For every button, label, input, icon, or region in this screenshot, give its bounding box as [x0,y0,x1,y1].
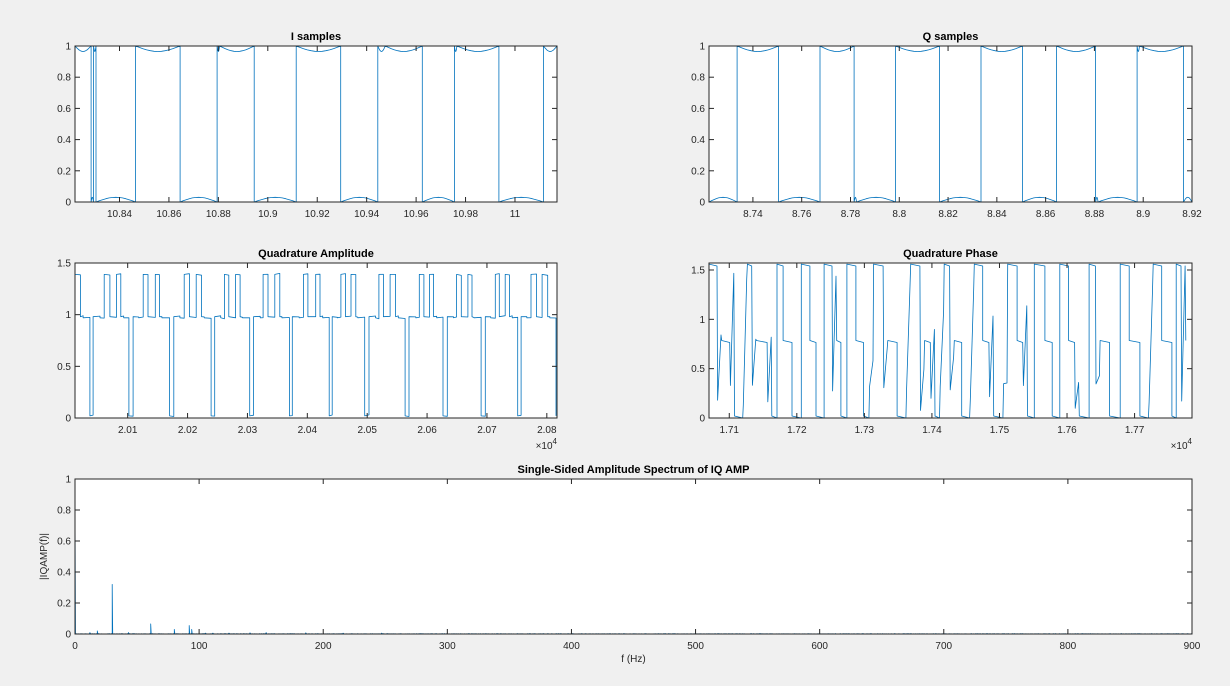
axis-box [708,45,1193,203]
plot-area [709,46,1192,202]
x-tick-label: 1.72 [787,425,807,436]
y-tick-label: 1 [699,42,705,53]
data-series-line [709,263,1187,418]
x-tick-label: 1.75 [990,425,1010,436]
x-tick-label: 2.03 [238,425,258,436]
axes-spectrum[interactable]: 0 100 200 300 400 500 600 700 800 900 0 0.2 0.4 0.6 0.… [39,464,1201,665]
x-tick-label: 8.92 [1182,209,1202,220]
x-tick-label: 11 [510,209,521,220]
axis-box [74,262,558,419]
x-tick-label: 200 [315,641,332,652]
data-series-line [709,46,1192,202]
y-tick-label: 0 [699,414,705,425]
y-tick-label: 0.5 [57,362,71,373]
x-tick-label: 8.74 [743,209,763,220]
axes-quadrature_amplitude[interactable]: 2.01 2.02 2.03 2.04 2.05 2.06 2.07 2.08 0 0.5 1 1.5… [57,248,557,452]
x-exponent-label: ×104 [1171,437,1193,452]
axes-q_samples[interactable]: 8.74 8.76 8.78 8.8 8.82 8.84 8.86 8.88 8.9 8.92 0 0… [691,31,1202,220]
x-tick-label: 2.06 [417,425,437,436]
x-tick-label: 700 [935,641,952,652]
y-tick-label: 1 [65,310,71,321]
x-tick-label: 0 [72,641,78,652]
y-tick-label: 1 [65,475,71,486]
chart-title: Quadrature Phase [903,248,998,260]
y-tick-label: 0.6 [57,537,71,548]
x-tick-label: 1.76 [1057,425,1077,436]
x-tick-label: 600 [811,641,828,652]
x-tick-label: 400 [563,641,580,652]
y-tick-label: 0 [699,198,705,209]
y-tick-label: 0.6 [57,104,71,115]
plot-area [75,479,1192,634]
x-tick-label: 8.76 [792,209,812,220]
y-tick-label: 0.4 [57,568,71,579]
y-tick-label: 0.2 [57,166,71,177]
y-tick-label: 0.8 [57,506,71,517]
x-tick-label: 1.74 [922,425,942,436]
x-tick-label: 10.88 [206,209,231,220]
x-exponent-label: ×104 [536,437,558,452]
x-axis-label: f (Hz) [621,654,645,665]
y-tick-label: 0.2 [691,166,705,177]
x-tick-label: 8.9 [1136,209,1150,220]
x-tick-label: 1.71 [720,425,740,436]
x-tick-label: 2.07 [477,425,497,436]
y-tick-label: 0.4 [57,135,71,146]
axes-i_samples[interactable]: 10.84 10.86 10.88 10.9 10.92 10.94 10.96 10.98 1… [57,31,558,220]
y-tick-label: 0.8 [691,73,705,84]
plot-area [75,46,557,202]
x-tick-label: 8.8 [892,209,906,220]
x-tick-label: 1.73 [855,425,875,436]
y-tick-label: 1.5 [691,265,705,276]
chart-title: Single-Sided Amplitude Spectrum of IQ AM… [517,464,749,476]
axis-box [74,45,558,203]
x-tick-label: 8.82 [938,209,958,220]
y-tick-label: 0.8 [57,73,71,84]
x-tick-label: 2.01 [118,425,138,436]
y-tick-label: 1 [65,42,71,53]
x-tick-label: 1.77 [1125,425,1145,436]
x-tick-label: 900 [1184,641,1201,652]
x-tick-label: 10.98 [453,209,478,220]
chart-title: Quadrature Amplitude [258,248,374,260]
x-tick-label: 8.86 [1036,209,1056,220]
x-tick-label: 10.9 [258,209,278,220]
x-tick-label: 2.02 [178,425,198,436]
x-tick-label: 800 [1060,641,1077,652]
axes-quadrature_phase[interactable]: 1.71 1.72 1.73 1.74 1.75 1.76 1.77 0 0.5 1 1.5 Quad… [691,248,1192,452]
x-tick-label: 2.08 [537,425,557,436]
plot-area [709,263,1192,418]
x-tick-label: 10.86 [156,209,181,220]
y-tick-label: 1.5 [57,259,71,270]
chart-title: Q samples [923,31,979,43]
y-tick-label: 0 [65,198,71,209]
y-axis-label: |IQAMP(f)| [39,533,50,580]
chart-title: I samples [291,31,341,43]
y-tick-label: 0.6 [691,104,705,115]
x-tick-label: 2.05 [357,425,377,436]
x-tick-label: 10.92 [305,209,330,220]
y-tick-label: 0.5 [691,364,705,375]
y-tick-label: 0 [65,414,71,425]
axis-box [708,262,1193,419]
x-tick-label: 100 [191,641,208,652]
x-tick-label: 8.88 [1085,209,1105,220]
x-tick-label: 300 [439,641,456,652]
y-tick-label: 0.4 [691,135,705,146]
x-tick-label: 500 [687,641,704,652]
x-tick-label: 2.04 [298,425,318,436]
x-tick-label: 8.78 [841,209,861,220]
y-tick-label: 0 [65,630,71,641]
x-tick-label: 8.84 [987,209,1007,220]
x-tick-label: 10.84 [107,209,132,220]
axis-box [74,478,1193,635]
data-series-line [75,273,557,417]
x-tick-label: 10.94 [354,209,379,220]
y-tick-label: 1 [699,315,705,326]
y-tick-label: 0.2 [57,599,71,610]
x-tick-label: 10.96 [404,209,429,220]
